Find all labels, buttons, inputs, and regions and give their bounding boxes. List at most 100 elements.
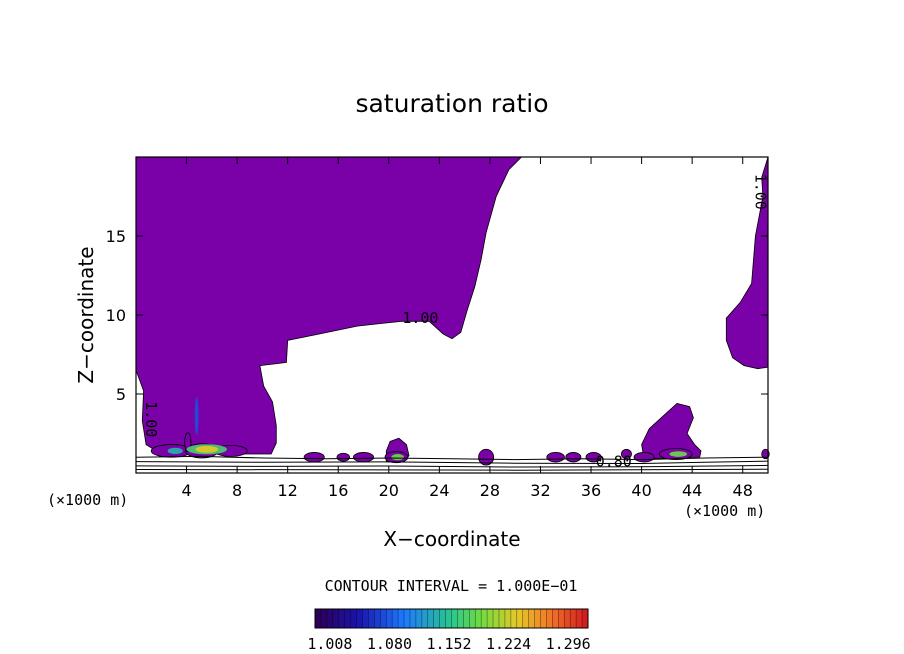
x-axis-label: X−coordinate (383, 527, 520, 551)
contour-line-3 (135, 468, 769, 471)
contour-label-3: 1.00 (142, 401, 160, 437)
x-tick-label-8: 8 (232, 481, 242, 500)
contour-fills (135, 156, 770, 466)
colorbar-cell (564, 609, 571, 628)
cell-4 (303, 452, 325, 463)
contour-line-0 (135, 455, 769, 461)
hotspot-1 (195, 445, 219, 453)
colorbar-cell (504, 609, 512, 628)
region-upper-left-supersaturated (135, 156, 523, 455)
colorbar-cell (320, 609, 328, 628)
colorbar-cell (546, 609, 553, 628)
colorbar-cell (487, 609, 494, 628)
y-axis-label: Z−coordinate (74, 246, 98, 383)
x-tick-label-32: 32 (530, 481, 550, 500)
colorbar-cell (469, 609, 476, 628)
contour-label-0: 1.00 (402, 309, 438, 327)
colorbar-cell (404, 609, 411, 628)
colorbar-cell (344, 609, 351, 628)
colorbar-cell (368, 609, 375, 628)
y-tick-label-10: 10 (106, 306, 126, 325)
colorbar-cell (398, 609, 405, 628)
x-unit-left: (×1000 m) (47, 491, 128, 509)
colorbar-cell (415, 609, 423, 628)
contour-line-2 (135, 464, 769, 468)
cell-5 (336, 452, 351, 462)
hotspot-3 (391, 454, 404, 461)
x-unit-right: (×1000 m) (684, 502, 765, 520)
contour-labels: 1.00 0.80 1.00 1.00 (142, 174, 769, 471)
colorbar-cell (374, 609, 381, 628)
chart-title: saturation ratio (355, 89, 548, 118)
colorbar-cell (558, 609, 565, 628)
x-tick-label-44: 44 (682, 481, 702, 500)
x-tick-label-16: 16 (328, 481, 348, 500)
colorbar-cell (433, 609, 440, 628)
colorbar-cell (510, 609, 518, 628)
y-axis-ticks: 5 10 15 (106, 227, 768, 404)
colorbar-cell (409, 609, 417, 628)
colorbar-cell (386, 609, 393, 628)
colorbar-cell (326, 609, 334, 628)
colorbar-tick-1.152: 1.152 (426, 635, 471, 653)
cell-8 (478, 448, 495, 466)
colorbar-tick-1.224: 1.224 (486, 635, 531, 653)
colorbar-cell (522, 609, 529, 628)
plot-area: 1.00 0.80 1.00 1.00 (135, 156, 770, 474)
colorbar-cell (315, 609, 322, 628)
colorbar-cell (552, 609, 559, 628)
contour-label-1: 0.80 (596, 453, 632, 471)
colorbar-tick-1.008: 1.008 (307, 635, 352, 653)
x-tick-label-40: 40 (631, 481, 651, 500)
contour-line-1 (135, 460, 769, 465)
region-right-edge-supersaturated (725, 156, 769, 370)
colorbar-cell (457, 609, 464, 628)
x-tick-label-24: 24 (429, 481, 449, 500)
colorbar-cell (356, 609, 363, 628)
colorbar-cell (570, 609, 577, 628)
hotspot-2 (167, 447, 183, 455)
colorbar: 1.008 1.080 1.152 1.224 1.296 (307, 608, 591, 653)
colorbar-cell (380, 609, 387, 628)
colorbar-cell (534, 609, 541, 628)
colorbar-cell (576, 609, 583, 628)
cell-9 (546, 452, 565, 463)
hotspot-4 (669, 451, 688, 457)
cell-6 (353, 452, 375, 463)
colorbar-cell (493, 609, 500, 628)
x-tick-label-4: 4 (181, 481, 191, 500)
colorbar-cell (451, 609, 458, 628)
colorbar-tick-1.296: 1.296 (546, 635, 591, 653)
x-tick-label-20: 20 (379, 481, 399, 500)
contour-label-2: 1.00 (751, 174, 769, 210)
contour-lines (135, 455, 769, 471)
x-tick-label-28: 28 (480, 481, 500, 500)
colorbar-cell (481, 609, 488, 628)
region-dome-x42 (641, 403, 702, 460)
colorbar-cell (516, 609, 524, 628)
colorbar-cell (528, 609, 535, 628)
contour-interval-note: CONTOUR INTERVAL = 1.000E−01 (325, 577, 578, 595)
colorbar-cell (582, 609, 589, 628)
cell-11 (585, 452, 602, 463)
y-tick-label-5: 5 (116, 385, 126, 404)
cell-10 (565, 452, 582, 463)
colorbar-tick-1.080: 1.080 (367, 635, 412, 653)
colorbar-frame (314, 608, 589, 629)
colorbar-cell (350, 609, 357, 628)
colorbar-cell (498, 609, 506, 628)
colorbar-cell (439, 609, 446, 628)
x-tick-label-48: 48 (733, 481, 753, 500)
colorbar-cell (332, 609, 340, 628)
colorbar-cell (463, 609, 470, 628)
colorbar-cell (445, 609, 452, 628)
cell-13 (633, 452, 655, 463)
colorbar-cell (421, 609, 429, 628)
y-tick-label-15: 15 (106, 227, 126, 246)
x-tick-label-36: 36 (581, 481, 601, 500)
cell-15 (761, 448, 770, 460)
colorbar-cell (338, 609, 345, 628)
colorbar-cells (315, 609, 589, 628)
colorbar-cell (475, 609, 482, 628)
